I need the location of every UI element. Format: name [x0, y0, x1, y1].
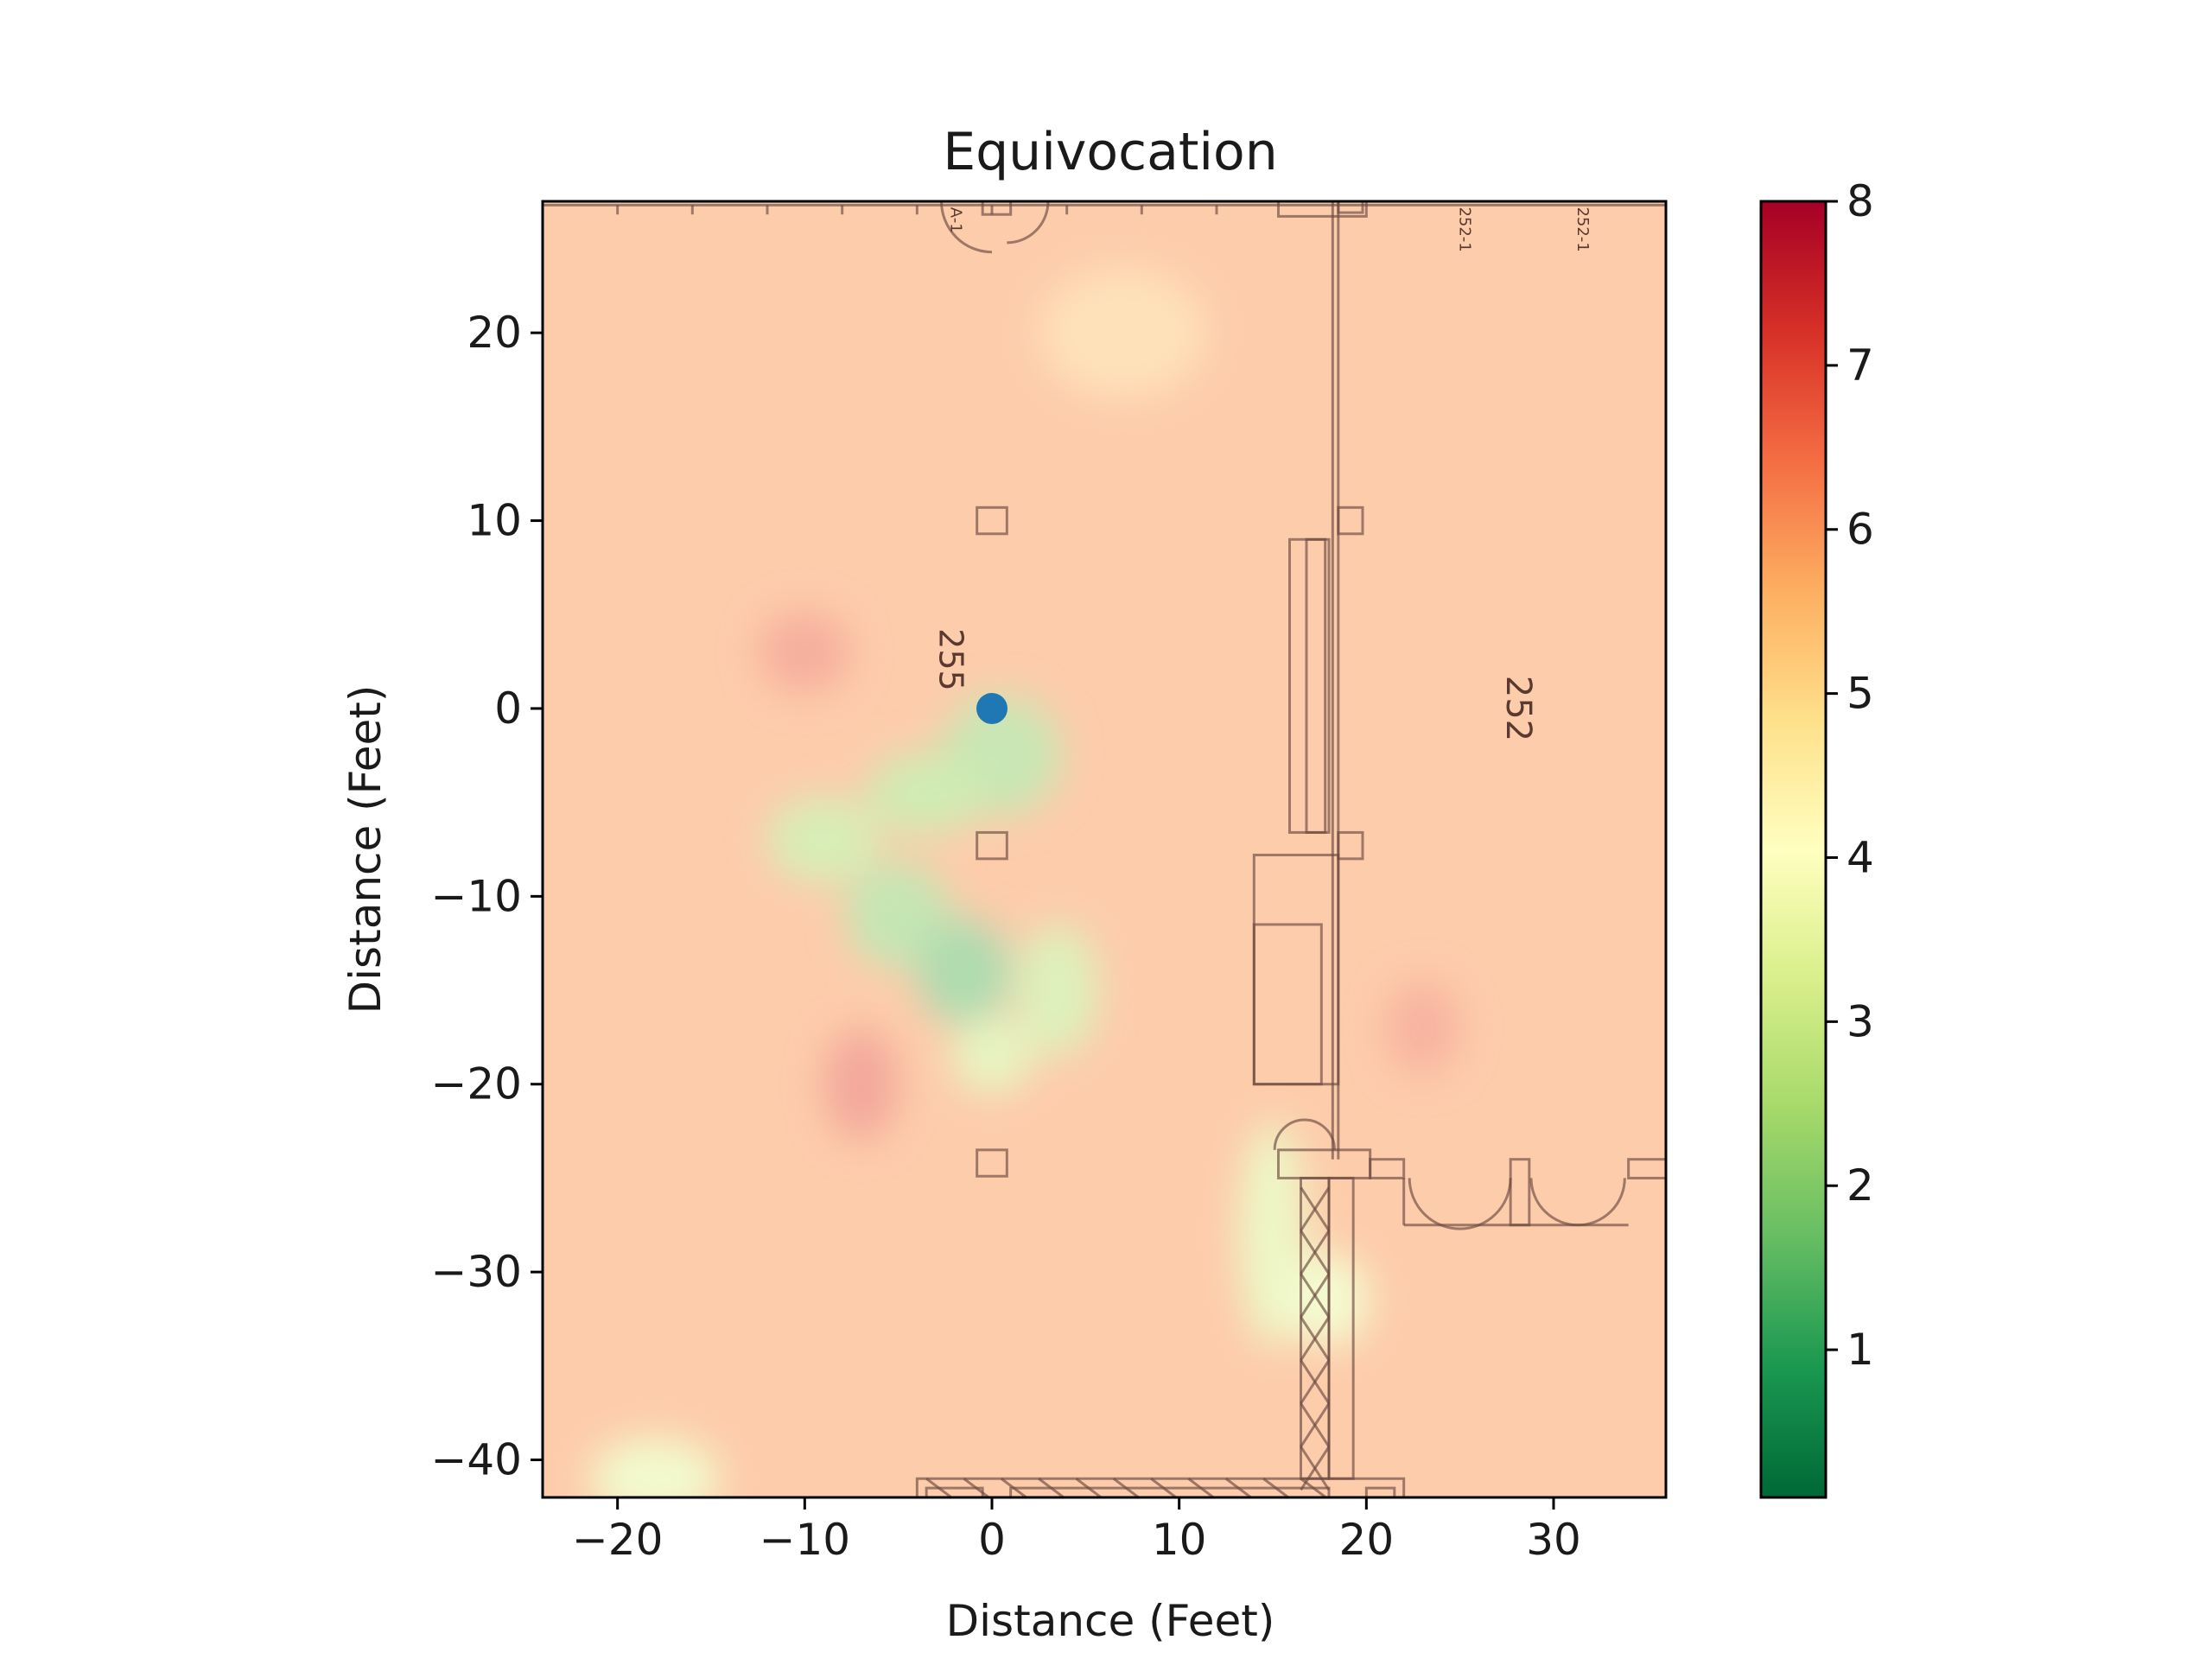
floor-plan-line	[1038, 1478, 1066, 1497]
y-tick-label: 20	[467, 308, 522, 358]
colorbar-tick-label: 8	[1847, 176, 1874, 226]
x-tick-label: −10	[760, 1515, 851, 1565]
room-label: 252-1	[1456, 207, 1474, 251]
plot-frame	[541, 200, 1668, 1499]
room-label: 252-1	[1573, 207, 1592, 251]
floor-plan-door	[1007, 201, 1050, 245]
floor-plan-column	[976, 1148, 1008, 1178]
heatmap-region	[917, 918, 1011, 1025]
floor-plan-wall	[1627, 1158, 1666, 1179]
chart-title: Equivocation	[943, 122, 1278, 182]
colorbar-tick-label: 7	[1847, 340, 1874, 391]
heatmap-regions	[589, 267, 1460, 1497]
floor-plan-wall	[915, 1477, 1406, 1497]
floor-plan-door	[1273, 1118, 1336, 1150]
floor-plan-wall	[1252, 923, 1323, 1086]
colorbar-tick-label: 2	[1847, 1160, 1874, 1211]
floor-plan-line	[1300, 1230, 1331, 1275]
floor-plan-line	[1300, 1273, 1331, 1319]
x-tick-label: −20	[572, 1515, 664, 1565]
y-tick-label: −40	[430, 1435, 522, 1485]
colorbar-tick-label: 5	[1847, 669, 1874, 719]
heatmap-region	[767, 797, 880, 884]
y-tick-label: 10	[467, 496, 522, 546]
floor-plan-line	[1300, 1402, 1331, 1448]
room-label: A-1	[946, 207, 964, 233]
floor-plan-line	[1112, 1478, 1141, 1497]
floor-plan-overlay	[543, 201, 1666, 1497]
y-tick-label: 0	[494, 683, 522, 734]
floor-plan-column	[976, 505, 1008, 536]
floor-plan-line	[1300, 1186, 1331, 1232]
heatmap-region	[1016, 924, 1099, 1057]
heatmap-background	[543, 201, 1666, 1497]
plot-area: 255 252 A-1 252-1 252-1	[543, 201, 1666, 1497]
floor-plan-line	[1075, 1478, 1103, 1497]
colorbar-frame	[1759, 200, 1827, 1499]
x-tick-label: 30	[1526, 1515, 1581, 1565]
heatmap-region	[866, 751, 987, 835]
room-labels: 255 252 A-1 252-1 252-1	[931, 207, 1592, 741]
y-tick-label: −20	[430, 1059, 522, 1109]
heatmap-region	[823, 1027, 899, 1141]
colorbar-gradient	[1761, 201, 1826, 1497]
x-tick-label: 20	[1339, 1515, 1395, 1565]
floor-plan-wall	[981, 201, 1013, 216]
colorbar-tick-label: 3	[1847, 996, 1874, 1046]
floor-plan-line	[1224, 1478, 1254, 1497]
floor-plan-line	[1150, 1478, 1179, 1497]
floor-plan-wall	[1277, 201, 1368, 218]
floor-plan-line	[925, 1478, 954, 1497]
heatmap-region	[1039, 267, 1208, 399]
floor-plan-line	[1262, 1478, 1291, 1497]
floor-plan-wall	[1009, 1486, 1331, 1497]
floor-plan-wall	[1305, 537, 1327, 834]
floor-plan-line	[963, 1478, 991, 1497]
heatmap-region	[758, 610, 852, 694]
floor-plan-wall	[1364, 1486, 1396, 1497]
y-axis-label: Distance (Feet)	[340, 685, 391, 1014]
floor-plan-line	[1187, 1478, 1216, 1497]
colorbar-tick-label: 4	[1847, 832, 1874, 882]
floor-plan-line	[1300, 1316, 1331, 1362]
room-label: 255	[931, 628, 969, 691]
heatmap-region	[950, 1018, 1033, 1094]
y-tick-label: −30	[430, 1247, 522, 1297]
room-label: 252	[1498, 676, 1538, 741]
floor-plan-wall	[925, 1486, 984, 1497]
colorbar-tick-label: 1	[1847, 1325, 1874, 1375]
x-tick-label: 10	[1152, 1515, 1207, 1565]
colorbar-ticks: 1 2 3 4 5 6 7 8	[1826, 176, 1874, 1375]
floor-plan-column	[976, 830, 1008, 861]
y-tick-label: −10	[430, 871, 522, 921]
floor-plan-line	[1000, 1478, 1029, 1497]
floor-plan-door	[940, 201, 993, 254]
heatmap-region	[845, 862, 951, 968]
floor-plan-line	[1300, 1359, 1331, 1405]
floor-plan-wall	[1369, 1158, 1406, 1179]
floor-plan-wall	[1509, 1158, 1531, 1227]
floor-plan-line	[1300, 1478, 1328, 1497]
y-axis: −40 −30 −20 −10 0 10 20	[430, 308, 543, 1485]
floor-plan-door	[1408, 1178, 1512, 1230]
heatmap-region	[1385, 981, 1460, 1075]
current-position-marker	[976, 692, 1007, 724]
heatmap-region	[589, 1437, 721, 1497]
x-tick-label: 0	[978, 1515, 1006, 1565]
x-axis: −20 −10 0 10 20 30	[572, 1497, 1581, 1565]
colorbar-tick-label: 6	[1847, 505, 1874, 555]
colorbar: 1 2 3 4 5 6 7 8	[1759, 176, 1874, 1499]
x-axis-label: Distance (Feet)	[946, 1596, 1275, 1646]
floor-plan-door	[1529, 1178, 1626, 1226]
